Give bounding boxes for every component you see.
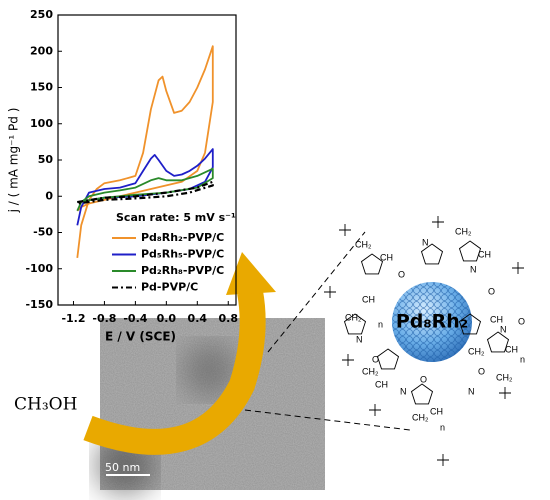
structure-label: n [378,319,383,329]
x-tick-label: -0.8 [92,312,116,325]
structure-label: CH [490,314,503,324]
series-line [76,45,214,259]
structure-label: N [500,324,507,334]
structure-label: CH₂ [355,239,372,249]
structure-label: N [422,237,429,247]
structure-label: N [468,386,475,396]
y-tick-label: 50 [38,153,54,166]
y-tick-label: -50 [33,226,53,239]
structure-label: n [520,354,525,364]
pyrrolidone-ring [343,313,367,335]
series-line [77,180,214,205]
structure-label: O [372,354,379,364]
pyrrolidone-ring [458,240,482,262]
particle-label: Pd₈Rh₂ [396,311,468,333]
structure-label: CH₂ [468,346,485,356]
arrow-body [83,289,266,455]
structure-label: CH [362,294,375,304]
structure-label: CH₂ [455,226,472,236]
y-tick-label: 0 [45,189,53,202]
zoom-line [267,231,366,353]
chain-end [369,404,381,416]
structure-label: O [420,374,427,384]
structure-label: n [440,422,445,432]
chain-end [342,354,354,366]
x-tick-label: 0.4 [188,312,208,325]
structure-label: CH₂ [412,412,429,422]
chain-end [499,387,511,399]
tem-cluster [182,342,238,398]
y-tick-label: 200 [30,44,53,57]
annotation: Scan rate: 5 mV s⁻¹ [116,211,236,224]
structure-label: N [400,386,407,396]
x-tick-label: -1.2 [61,312,85,325]
structure-label: O [488,286,495,296]
y-axis-label: j / ( mA mg⁻¹ Pd ) [7,108,21,214]
arrow-head [226,252,276,295]
structure-label: N [470,264,477,274]
y-tick-label: 250 [30,8,53,21]
legend-label: Pd₂Rh₈-PVP/C [141,264,224,277]
structure-label: N [356,334,363,344]
structure-label: CH₂ [345,312,362,322]
nanoparticle-lattice [392,282,472,362]
y-tick-label: -150 [25,298,53,311]
legend-label: Pd₅Rh₅-PVP/C [141,248,224,261]
pvp-structure: CH₂CHNOCH₂CHNOCH₂CHnNOCHCH₂NOCH₂CHnNOCH₂… [324,216,525,466]
legend-label: Pd-PVP/C [141,281,198,294]
scale-bar-label: 50 nm [105,461,140,474]
pyrrolidone-ring [420,243,444,265]
chain-end [432,216,444,228]
structure-label: CH [430,406,443,416]
pyrrolidone-ring [410,383,434,405]
structure-label: CH₂ [496,372,513,382]
pyrrolidone-ring [376,348,400,370]
x-tick-label: 0.8 [219,312,239,325]
pyrrolidone-ring [360,253,384,275]
x-tick-label: -0.4 [123,312,147,325]
tem-image: 50 nm [95,318,325,495]
reactant-label: CH₃OH [14,395,77,415]
chain-end [339,224,351,236]
y-tick-label: 150 [30,81,53,94]
chain-end [437,454,449,466]
structure-label: CH [375,379,388,389]
pyrrolidone-ring [458,313,482,335]
structure-label: CH [505,344,518,354]
structure-label: O [518,316,525,326]
structure-label: CH₂ [362,366,379,376]
chain-end [324,286,336,298]
y-tick-label: 100 [30,117,53,130]
pyrrolidone-ring [486,331,510,353]
structure-label: O [398,269,405,279]
cv-chart: -150 -100 -50 0 50 100 150 200 250 -1.2 -0.8 -0.4 0.… [7,8,239,344]
structure-label: O [478,366,485,376]
x-tick-label: 0.0 [157,312,177,325]
structure-label: CH [380,252,393,262]
x-axis-label: E / V (SCE) [105,330,176,344]
y-tick-label: -100 [25,262,53,275]
legend-label: Pd₈Rh₂-PVP/C [141,231,224,244]
zoom-line [244,409,411,431]
structure-label: CH [478,249,491,259]
chain-end [512,262,524,274]
